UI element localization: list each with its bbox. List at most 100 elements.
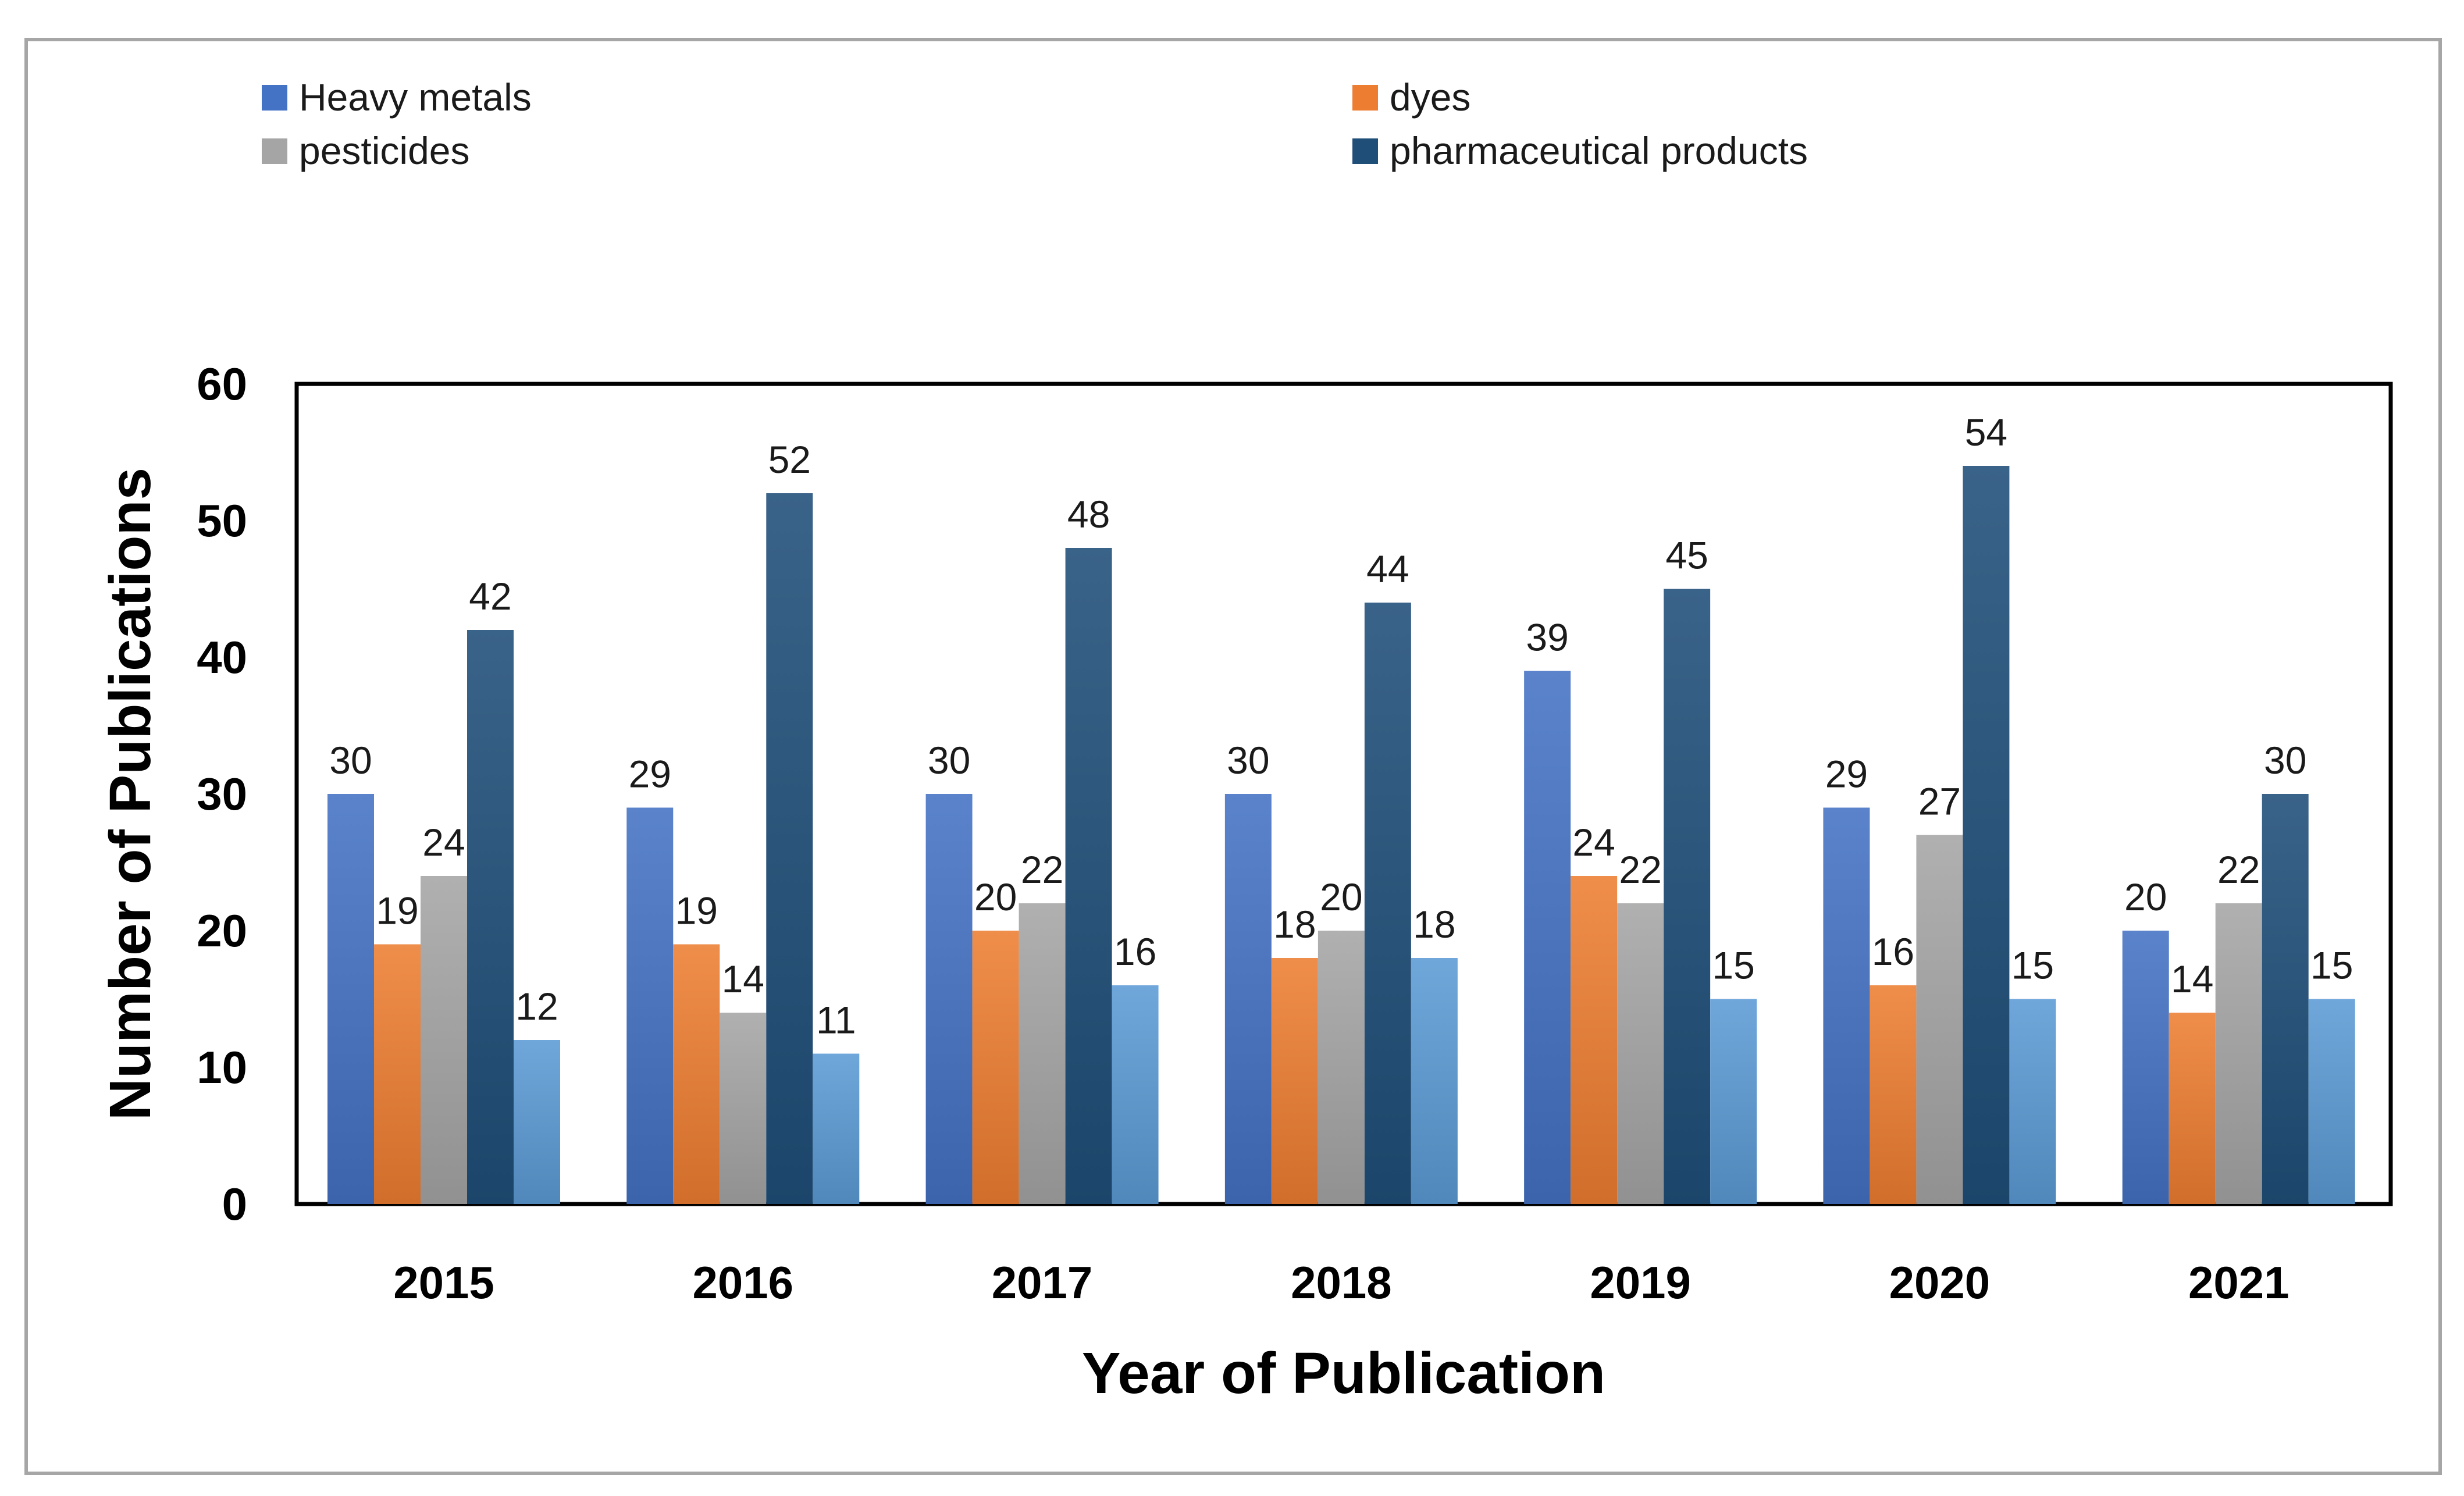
x-tick-label: 2016 [693,1257,794,1308]
bar [2262,794,2309,1204]
bar [1870,985,1917,1204]
data-label: 11 [816,999,856,1042]
bar [2122,931,2169,1204]
x-tick-label: 2015 [393,1257,494,1308]
legend-label: dyes [1390,76,1470,119]
data-label: 15 [2310,944,2353,987]
bar [421,876,467,1204]
x-axis: 2015 2016 2017 2018 2019 2020 2021 [393,1257,2289,1308]
data-labels: 3019244212291914521130202248163018204418… [329,411,2353,1042]
x-tick-label: 2018 [1291,1257,1392,1308]
data-label: 30 [928,739,970,782]
bar [766,493,813,1204]
y-axis-title: Number of Publications [98,468,163,1120]
data-label: 22 [1619,848,1661,891]
data-label: 27 [1918,780,1961,823]
x-axis-title: Year of Publication [1082,1341,1605,1406]
bar [813,1053,860,1204]
bar [1019,903,1066,1204]
data-label: 19 [675,889,718,932]
data-label: 30 [1227,739,1269,782]
data-label: 20 [1320,875,1362,918]
bar [1617,903,1664,1204]
bar [2215,903,2262,1204]
bar [1112,985,1159,1204]
y-tick-label: 50 [197,495,247,546]
bar [1411,958,1458,1204]
bar [1224,794,1272,1204]
bar [720,1013,767,1204]
data-label: 24 [422,821,465,864]
bar [1664,589,1711,1204]
legend-swatch [1352,138,1378,164]
legend-label: pharmaceutical products [1390,129,1808,172]
outer-border [24,38,2442,1475]
bar [1065,548,1112,1204]
bar [327,794,374,1204]
bar [1271,958,1318,1204]
x-tick-label: 2019 [1590,1257,1691,1308]
x-tick-label: 2020 [1889,1257,1991,1308]
bar [514,1040,560,1204]
bar [1916,835,1963,1204]
data-label: 29 [1825,753,1868,796]
bar [626,807,674,1204]
legend: Heavy metals dyes pesticides pharmaceutical… [262,76,1808,172]
bar [1823,807,1870,1204]
legend-label: Heavy metals [299,76,532,119]
y-axis: 0 10 20 30 40 50 60 [197,358,247,1230]
data-label: 20 [974,875,1017,918]
y-tick-label: 30 [197,768,247,820]
data-label: 16 [1872,930,1914,973]
bar [2308,999,2355,1204]
bar [1710,999,1757,1204]
data-label: 20 [2124,875,2167,918]
y-tick-label: 60 [197,358,247,409]
data-label: 45 [1665,534,1708,577]
x-tick-label: 2017 [992,1257,1093,1308]
bar [2009,999,2056,1204]
bar [2169,1013,2216,1204]
data-label: 24 [1572,821,1615,864]
data-label: 12 [515,985,558,1028]
data-label: 15 [2011,944,2054,987]
data-label: 52 [768,438,811,481]
bar [1364,603,1411,1204]
data-label: 29 [629,753,671,796]
data-label: 19 [376,889,418,932]
data-label: 14 [722,957,764,1000]
bar [1963,466,2010,1204]
legend-swatch [1352,85,1378,111]
legend-swatch [262,138,287,164]
data-label: 44 [1366,547,1409,590]
y-tick-label: 40 [197,632,247,683]
bar [1571,876,1618,1204]
x-tick-label: 2021 [2188,1257,2289,1308]
y-tick-label: 0 [222,1178,247,1230]
bar [467,630,514,1204]
bar [972,931,1019,1204]
bar [673,944,720,1204]
data-label: 54 [1965,411,2007,454]
bar [374,944,421,1204]
data-label: 15 [1712,944,1754,987]
data-label: 30 [329,739,372,782]
bars [327,466,2355,1204]
y-tick-label: 10 [197,1042,247,1093]
legend-swatch [262,85,287,111]
data-label: 22 [1021,848,1063,891]
data-label: 22 [2217,848,2260,891]
data-label: 30 [2264,739,2306,782]
legend-label: pesticides [299,129,470,172]
bar [1318,931,1365,1204]
data-label: 39 [1526,616,1568,659]
bar [1524,671,1571,1204]
data-label: 18 [1273,903,1316,946]
data-label: 18 [1413,903,1455,946]
data-label: 16 [1114,930,1156,973]
data-label: 48 [1067,493,1110,536]
bar [925,794,973,1204]
data-label: 42 [469,575,511,618]
